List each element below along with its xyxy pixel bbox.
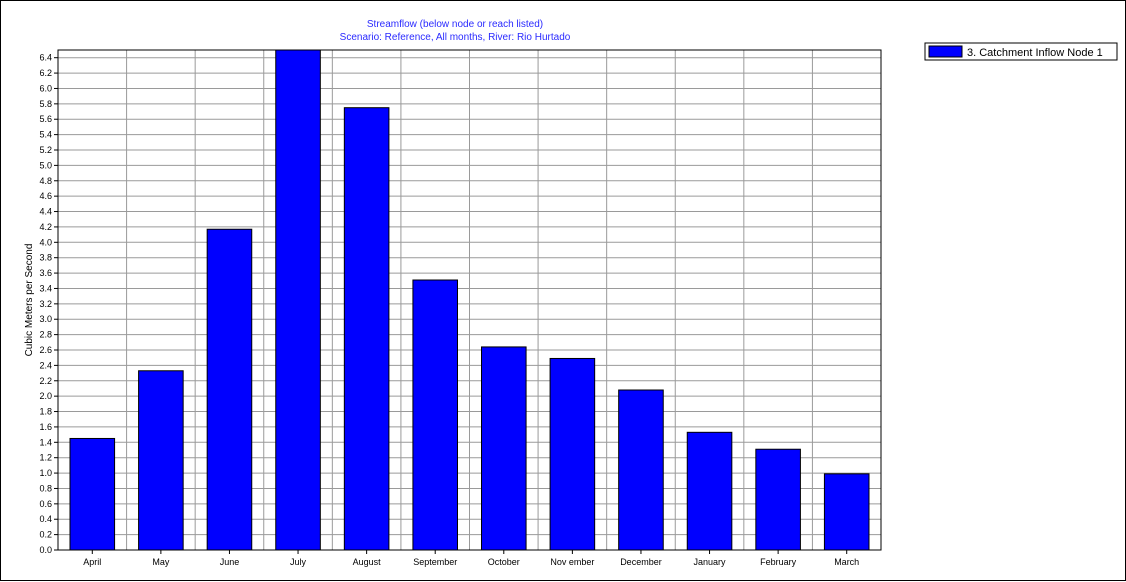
y-tick-label: 2.6 — [39, 345, 52, 355]
x-tick-label: March — [834, 557, 859, 567]
y-tick-label: 3.4 — [39, 283, 52, 293]
y-tick-label: 0.2 — [39, 530, 52, 540]
y-tick-label: 2.8 — [39, 330, 52, 340]
y-tick-label: 4.8 — [39, 176, 52, 186]
x-tick-label: October — [488, 557, 520, 567]
y-tick-label: 1.6 — [39, 422, 52, 432]
bar-november — [549, 357, 596, 551]
y-tick-label: 4.0 — [39, 237, 52, 247]
y-tick-label: 5.2 — [39, 145, 52, 155]
y-tick-label: 4.6 — [39, 191, 52, 201]
x-tick-label: April — [83, 557, 101, 567]
y-tick-label: 5.6 — [39, 114, 52, 124]
legend: 3. Catchment Inflow Node 1 — [924, 42, 1118, 61]
y-axis-title: Cubic Meters per Second — [24, 244, 35, 357]
y-tick-label: 4.2 — [39, 222, 52, 232]
x-tick-label: February — [760, 557, 797, 567]
x-axis-ticks: April May June July August September October No… — [83, 550, 859, 567]
y-tick-label: 0.0 — [39, 545, 52, 555]
bar-june — [206, 228, 253, 551]
x-tick-label: January — [694, 557, 727, 567]
y-tick-label: 5.8 — [39, 99, 52, 109]
legend-box — [924, 42, 1118, 61]
y-tick-label: 1.4 — [39, 437, 52, 447]
y-tick-label: 5.4 — [39, 130, 52, 140]
y-tick-label: 4.4 — [39, 207, 52, 217]
gridlines — [58, 50, 881, 550]
bar-april — [69, 437, 116, 551]
x-tick-label: July — [290, 557, 307, 567]
y-axis-ticks: 0.0 0.2 0.4 0.6 0.8 1.0 1.2 1.4 1.6 1.8 2.0 2.2 2.4 2… — [39, 53, 58, 555]
y-tick-label: 0.4 — [39, 514, 52, 524]
y-tick-label: 0.8 — [39, 483, 52, 493]
y-tick-label: 6.2 — [39, 68, 52, 78]
plot-area — [57, 49, 882, 551]
chart-title: Streamflow (below node or reach listed) — [367, 19, 543, 30]
y-tick-label: 3.2 — [39, 299, 52, 309]
y-tick-label: 2.0 — [39, 391, 52, 401]
bar-august — [343, 107, 390, 551]
y-tick-label: 6.0 — [39, 83, 52, 93]
y-tick-label: 1.2 — [39, 453, 52, 463]
x-tick-label: June — [220, 557, 240, 567]
chart-subtitle: Scenario: Reference, All months, River: … — [340, 32, 571, 43]
bar-september — [412, 279, 458, 551]
y-tick-label: 3.6 — [39, 268, 52, 278]
bars — [69, 49, 870, 551]
bar-july — [275, 49, 321, 551]
bar-october — [481, 346, 527, 551]
bar-december — [618, 389, 664, 551]
y-tick-label: 3.8 — [39, 253, 52, 263]
legend-entry: 3. Catchment Inflow Node 1 — [967, 47, 1103, 59]
y-tick-label: 1.0 — [39, 468, 52, 478]
x-tick-label: September — [413, 557, 457, 567]
y-tick-label: 2.2 — [39, 376, 52, 386]
legend-swatch — [928, 45, 963, 58]
x-tick-label: December — [620, 557, 662, 567]
y-tick-label: 2.4 — [39, 360, 52, 370]
y-tick-label: 1.8 — [39, 407, 52, 417]
bar-january — [686, 431, 733, 551]
y-tick-label: 5.0 — [39, 160, 52, 170]
x-tick-label: May — [152, 557, 170, 567]
x-tick-label: August — [353, 557, 382, 567]
bar-may — [138, 370, 184, 551]
x-tick-label: Nov ember — [550, 557, 594, 567]
bar-february — [755, 448, 801, 551]
y-tick-label: 0.6 — [39, 499, 52, 509]
y-tick-label: 3.0 — [39, 314, 52, 324]
bar-march — [823, 473, 870, 551]
y-tick-label: 6.4 — [39, 53, 52, 63]
